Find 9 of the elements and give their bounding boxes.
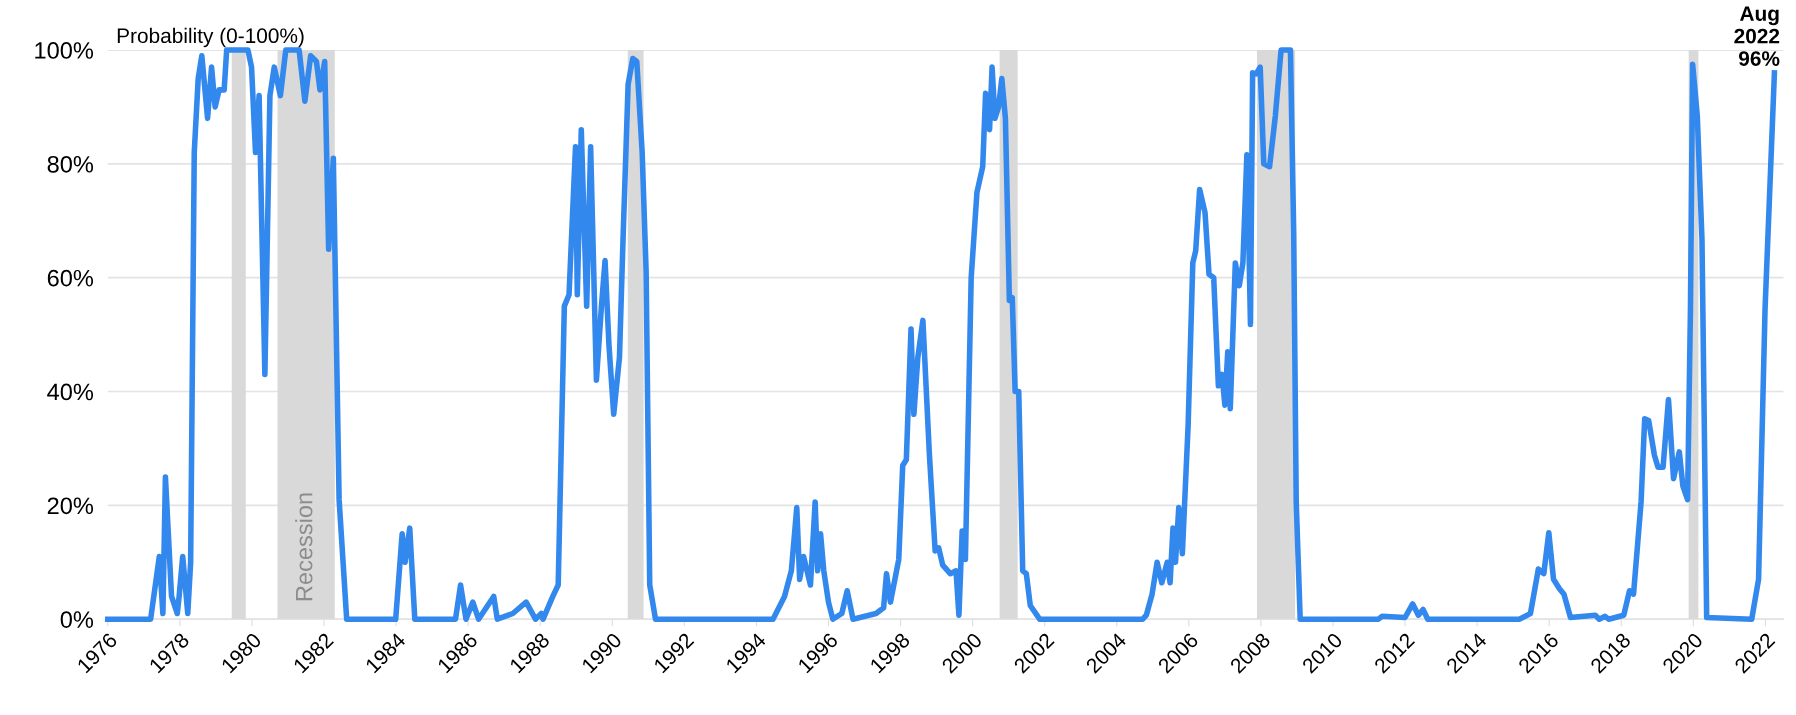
band-label: Recession xyxy=(295,493,313,601)
y-axis-title: Probability (0-100%) xyxy=(117,27,304,48)
y-tick-label: 100% xyxy=(35,42,94,59)
annotation: Aug 2022 96% xyxy=(1734,6,1780,66)
y-tick-label: 0% xyxy=(60,611,94,628)
y-tick-label: 40% xyxy=(47,383,94,401)
y-tick-label: 80% xyxy=(47,155,94,173)
y-tick-label: 20% xyxy=(47,497,94,515)
y-tick-label: 60% xyxy=(47,269,94,287)
